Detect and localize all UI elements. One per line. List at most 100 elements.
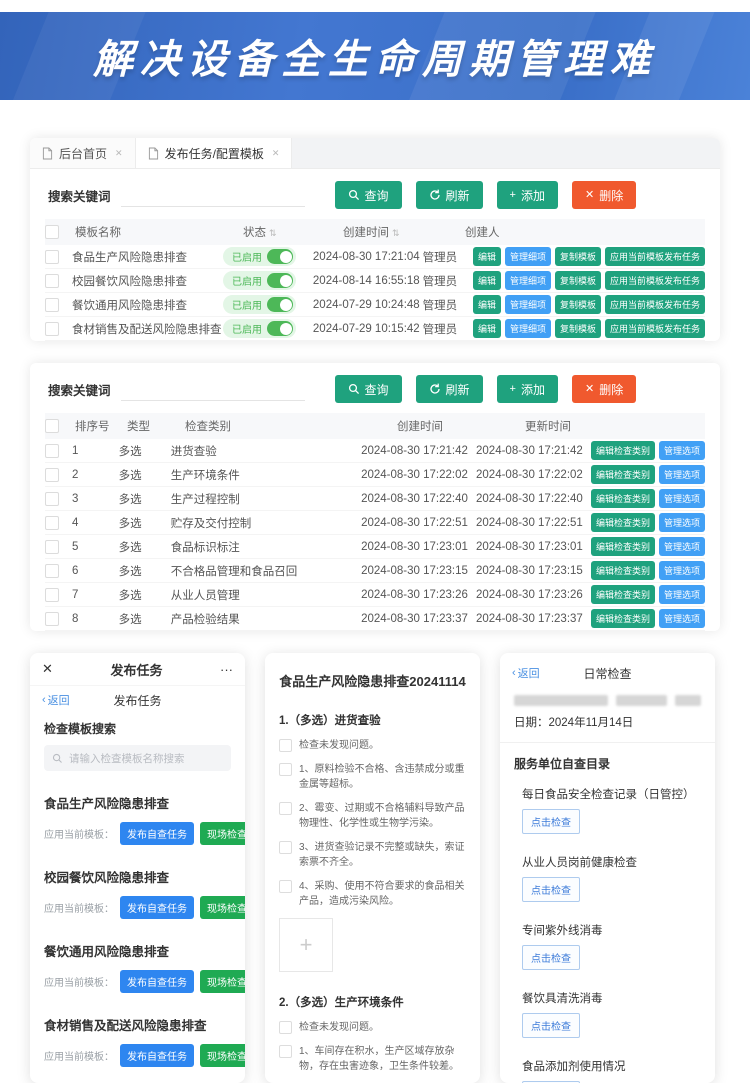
col-header-created[interactable]: 创建时间 ⇅	[343, 227, 400, 239]
edit-category-button[interactable]: 编辑检查类别	[590, 465, 655, 484]
edit-category-button[interactable]: 编辑检查类别	[590, 489, 655, 508]
click-check-button[interactable]: 点击检查	[522, 809, 580, 834]
back-link[interactable]: ‹ 返回	[512, 665, 540, 681]
select-all-checkbox[interactable]	[45, 419, 59, 433]
manage-items-button[interactable]: 管理细项	[504, 271, 551, 290]
checkbox[interactable]	[279, 1021, 292, 1034]
manage-options-button[interactable]: 管理选项	[658, 561, 705, 580]
status-toggle[interactable]: 已启用	[223, 319, 296, 338]
edit-button[interactable]: 编辑	[472, 247, 501, 266]
back-link[interactable]: ‹ 返回	[42, 692, 70, 708]
manage-items-button[interactable]: 管理细项	[504, 247, 551, 266]
status-toggle[interactable]: 已启用	[223, 295, 296, 314]
onsite-check-button[interactable]: 现场检查	[200, 896, 245, 919]
checkbox[interactable]	[279, 880, 292, 893]
edit-category-button[interactable]: 编辑检查类别	[590, 441, 655, 460]
tab-backend-home[interactable]: 后台首页 ✕	[30, 138, 136, 168]
col-header-status[interactable]: 状态 ⇅	[243, 227, 277, 239]
row-checkbox[interactable]	[45, 321, 59, 336]
search-keyword-input[interactable]	[120, 377, 305, 401]
row-checkbox[interactable]	[45, 443, 59, 458]
tab-close-icon[interactable]: ✕	[271, 147, 280, 158]
click-check-button[interactable]: 点击检查	[522, 945, 580, 970]
row-actions: 编辑检查类别 管理选项	[590, 609, 705, 628]
onsite-check-button[interactable]: 现场检查	[200, 822, 245, 845]
tab-publish-config[interactable]: 发布任务/配置模板 ✕	[135, 138, 293, 168]
click-check-button[interactable]: 点击检查	[522, 877, 580, 902]
row-checkbox[interactable]	[45, 249, 59, 264]
manage-items-button[interactable]: 管理细项	[504, 319, 551, 338]
apply-template-button[interactable]: 应用当前模板发布任务	[604, 271, 705, 290]
row-checkbox[interactable]	[45, 273, 59, 288]
row-checkbox[interactable]	[45, 611, 59, 626]
edit-category-button[interactable]: 编辑检查类别	[590, 513, 655, 532]
add-photo-button[interactable]: +	[279, 918, 333, 972]
delete-button[interactable]: ✕ 删除	[572, 375, 637, 403]
checkbox[interactable]	[279, 763, 292, 776]
tab-label: 后台首页	[59, 146, 108, 161]
template-search-input[interactable]: 请输入检查模板名称搜索	[44, 745, 231, 771]
apply-template-button[interactable]: 应用当前模板发布任务	[604, 295, 705, 314]
row-checkbox[interactable]	[45, 563, 59, 578]
edit-button[interactable]: 编辑	[472, 271, 501, 290]
manage-options-button[interactable]: 管理选项	[658, 465, 705, 484]
close-icon[interactable]: ✕	[42, 661, 53, 676]
row-checkbox[interactable]	[45, 297, 59, 312]
row-checkbox[interactable]	[45, 467, 59, 482]
delete-button[interactable]: ✕ 删除	[572, 181, 637, 209]
add-button[interactable]: + 添加	[496, 181, 558, 209]
form-title: 食品生产风险隐患排查20241114	[279, 674, 466, 689]
question-heading: 1.（多选）进货查验	[279, 715, 381, 727]
checkbox[interactable]	[279, 802, 292, 815]
row-actions: 编辑 管理细项 复制模板 应用当前模板发布任务	[472, 295, 705, 314]
row-checkbox[interactable]	[45, 539, 59, 554]
updated-time: 2024-08-30 17:23:15	[476, 564, 583, 577]
search-placeholder: 请输入检查模板名称搜索	[69, 752, 185, 765]
status-toggle[interactable]: 已启用	[223, 247, 296, 266]
edit-category-button[interactable]: 编辑检查类别	[590, 609, 655, 628]
refresh-button[interactable]: 刷新	[415, 375, 483, 403]
selfcheck-catalog-title: 服务单位自查目录	[514, 757, 611, 771]
search-keyword-input[interactable]	[120, 183, 305, 207]
copy-template-button[interactable]: 复制模板	[554, 247, 601, 266]
manage-items-button[interactable]: 管理细项	[504, 295, 551, 314]
publish-selfcheck-button[interactable]: 发布自查任务	[120, 896, 194, 919]
query-button[interactable]: 查询	[334, 181, 402, 209]
add-button[interactable]: + 添加	[496, 375, 558, 403]
select-all-checkbox[interactable]	[45, 225, 59, 239]
query-button[interactable]: 查询	[334, 375, 402, 403]
apply-template-button[interactable]: 应用当前模板发布任务	[604, 319, 705, 338]
manage-options-button[interactable]: 管理选项	[658, 489, 705, 508]
checkbox[interactable]	[279, 841, 292, 854]
row-checkbox[interactable]	[45, 491, 59, 506]
row-checkbox[interactable]	[45, 515, 59, 530]
publish-selfcheck-button[interactable]: 发布自查任务	[120, 1044, 194, 1067]
status-toggle[interactable]: 已启用	[223, 271, 296, 290]
manage-options-button[interactable]: 管理选项	[658, 537, 705, 556]
click-check-button[interactable]: 点击检查	[522, 1013, 580, 1038]
manage-options-button[interactable]: 管理选项	[658, 585, 705, 604]
apply-template-button[interactable]: 应用当前模板发布任务	[604, 247, 705, 266]
more-icon[interactable]: ···	[219, 661, 233, 677]
refresh-button[interactable]: 刷新	[415, 181, 483, 209]
edit-button[interactable]: 编辑	[472, 295, 501, 314]
edit-category-button[interactable]: 编辑检查类别	[590, 537, 655, 556]
checkbox[interactable]	[279, 739, 292, 752]
edit-category-button[interactable]: 编辑检查类别	[590, 585, 655, 604]
copy-template-button[interactable]: 复制模板	[554, 271, 601, 290]
edit-category-button[interactable]: 编辑检查类别	[590, 561, 655, 580]
edit-button[interactable]: 编辑	[472, 319, 501, 338]
checkbox[interactable]	[279, 1045, 292, 1058]
copy-template-button[interactable]: 复制模板	[554, 319, 601, 338]
onsite-check-button[interactable]: 现场检查	[200, 970, 245, 993]
copy-template-button[interactable]: 复制模板	[554, 295, 601, 314]
publish-selfcheck-button[interactable]: 发布自查任务	[120, 822, 194, 845]
manage-options-button[interactable]: 管理选项	[658, 441, 705, 460]
onsite-check-button[interactable]: 现场检查	[200, 1044, 245, 1067]
sort-icon: ⇅	[392, 228, 400, 238]
row-checkbox[interactable]	[45, 587, 59, 602]
publish-selfcheck-button[interactable]: 发布自查任务	[120, 970, 194, 993]
tab-close-icon[interactable]: ✕	[115, 147, 123, 158]
manage-options-button[interactable]: 管理选项	[658, 609, 705, 628]
manage-options-button[interactable]: 管理选项	[658, 513, 705, 532]
